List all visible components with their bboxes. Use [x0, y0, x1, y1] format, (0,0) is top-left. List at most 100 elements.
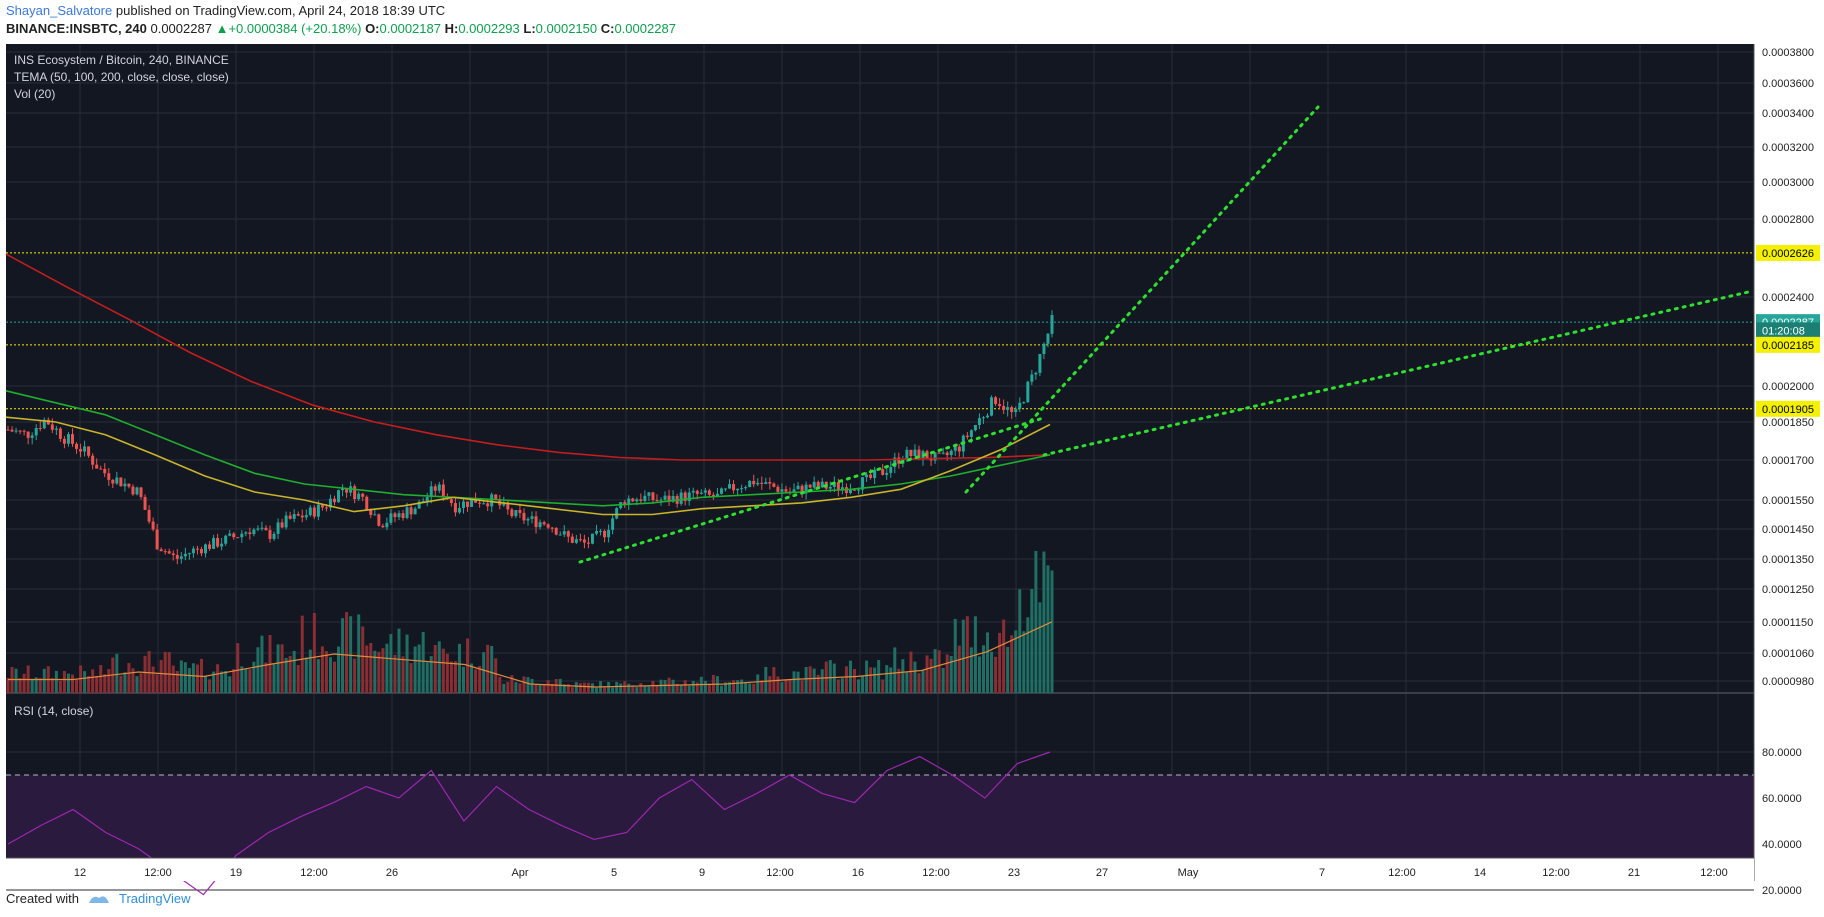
- volume-bar: [103, 674, 107, 693]
- candle: [240, 533, 244, 538]
- candle: [433, 486, 437, 491]
- candle: [50, 424, 54, 430]
- volume-bar: [107, 669, 111, 693]
- candle: [155, 529, 159, 550]
- volume-bar: [796, 671, 800, 693]
- candle: [437, 484, 441, 491]
- symbol-name: BINANCE:INSBTC, 240: [6, 21, 147, 36]
- price-tick: 0.0001150: [1762, 617, 1813, 629]
- volume-bar: [647, 686, 651, 693]
- volume-bar: [276, 644, 280, 693]
- candle: [453, 503, 457, 513]
- volume-bar: [723, 682, 727, 693]
- volume-bar: [824, 661, 828, 693]
- candle: [510, 509, 514, 517]
- candle: [885, 472, 889, 475]
- candle: [957, 446, 961, 452]
- volume-bar: [349, 616, 353, 693]
- candle: [530, 516, 534, 519]
- candle: [728, 484, 732, 489]
- tradingview-link[interactable]: TradingView: [118, 891, 191, 906]
- volume-bar: [917, 673, 921, 693]
- candle: [683, 492, 687, 502]
- volume-bar: [244, 669, 248, 693]
- candle: [913, 449, 917, 456]
- volume-ma-line: [8, 621, 1053, 688]
- candle: [260, 527, 264, 529]
- price-label: 01:20:08: [1762, 325, 1805, 337]
- volume-bar: [615, 681, 619, 693]
- author-link[interactable]: Shayan_Salvatore: [6, 3, 113, 18]
- candle: [570, 536, 574, 543]
- volume-bar: [776, 676, 780, 693]
- candle: [941, 452, 945, 454]
- time-tick: 23: [1008, 867, 1020, 879]
- candle: [1010, 407, 1014, 413]
- volume-bar: [611, 687, 615, 693]
- candle: [268, 530, 272, 539]
- candle: [393, 513, 397, 518]
- time-tick: 12:00: [144, 867, 172, 879]
- volume-bar: [18, 678, 22, 693]
- volume-bar: [1022, 631, 1026, 693]
- volume-bar: [87, 676, 91, 693]
- volume-bar: [127, 663, 131, 693]
- candle: [66, 434, 70, 444]
- candle: [70, 434, 74, 444]
- candle: [667, 495, 671, 502]
- volume-bar: [957, 645, 961, 693]
- volume-bar: [909, 651, 913, 693]
- volume-bar: [474, 669, 478, 693]
- volume-bar: [91, 669, 95, 693]
- volume-bar: [320, 646, 324, 693]
- volume-bar: [135, 676, 139, 693]
- candle: [977, 418, 981, 425]
- candle: [933, 452, 937, 461]
- candle: [308, 507, 312, 516]
- volume-bar: [736, 680, 740, 693]
- volume-bar: [224, 670, 228, 693]
- volume-bar: [969, 647, 973, 693]
- volume-bar: [570, 687, 574, 693]
- price-label-bg: [1756, 244, 1820, 261]
- price-tick: 0.0002000: [1762, 381, 1814, 393]
- volume-bar: [643, 685, 647, 693]
- candle: [828, 486, 832, 489]
- volume-bar: [925, 655, 929, 693]
- volume-bar: [30, 678, 34, 693]
- candle: [1014, 408, 1018, 413]
- volume-bar: [635, 686, 639, 693]
- candle: [470, 498, 474, 507]
- candle: [83, 446, 87, 452]
- volume-bar: [679, 685, 683, 693]
- candle: [474, 498, 478, 503]
- time-tick: 12:00: [766, 867, 794, 879]
- volume-bar: [659, 679, 663, 693]
- volume-bar: [953, 618, 957, 693]
- volume-bar: [603, 687, 607, 693]
- close-label: C:: [600, 21, 615, 36]
- volume-bar: [1014, 630, 1018, 693]
- candle: [840, 487, 844, 491]
- candle: [635, 499, 639, 502]
- candle: [405, 507, 409, 519]
- candle: [981, 417, 985, 419]
- volume-bar: [183, 662, 187, 693]
- volume-bar: [522, 676, 526, 693]
- price-axis[interactable]: 0.0003800 0.0003600 0.0003400 0.0003200 0.00…: [1753, 44, 1824, 897]
- candle: [816, 481, 820, 488]
- volume-bar: [151, 666, 155, 693]
- price-tick: 0.0001550: [1762, 495, 1814, 507]
- created-with-text: Created with: [6, 891, 79, 906]
- volume-bar: [486, 644, 490, 693]
- volume-bar: [216, 664, 220, 693]
- candle: [917, 449, 921, 460]
- candle: [740, 488, 744, 490]
- candle: [143, 496, 147, 510]
- time-axis[interactable]: 12 12:00 19 12:00 26 Apr 5 9 12:00 16 12:00 23 27 May…: [6, 857, 1754, 881]
- candle: [22, 430, 26, 432]
- volume-bar: [482, 652, 486, 693]
- volume-bar: [820, 669, 824, 693]
- volume-bar: [707, 683, 711, 693]
